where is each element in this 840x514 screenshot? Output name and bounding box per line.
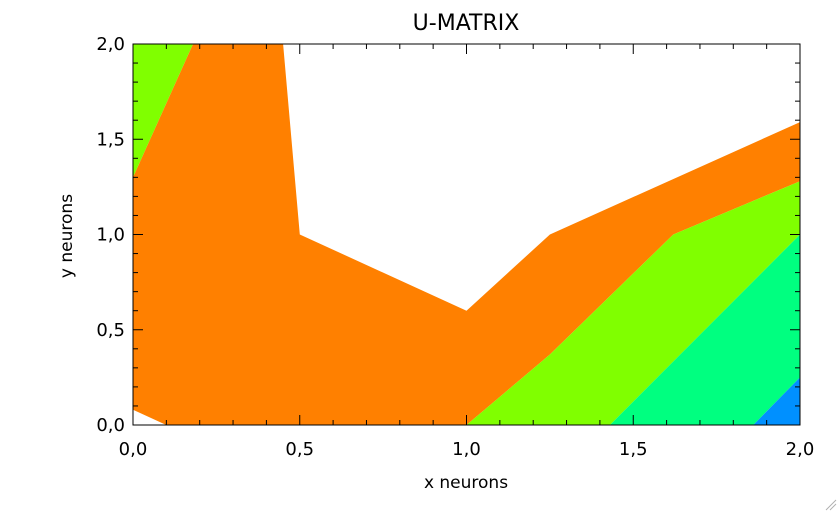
x-tick-label: 0,0 [119,439,148,460]
contour-region-blue-4 [753,377,800,425]
resize-grip-icon[interactable] [825,499,837,511]
contour-region-yellow-green-2 [466,181,800,425]
contour-regions [133,44,800,425]
y-tick-label: 1,0 [96,225,125,246]
y-tick-label: 0,5 [96,320,125,341]
contour-region-orange-0 [133,44,800,425]
y-tick-label: 2,0 [96,34,125,55]
x-tick-label: 1,0 [452,439,481,460]
x-tick-label: 1,5 [619,439,648,460]
chart-title: U-MATRIX [413,11,520,36]
axis-tick-labels: 0,0 0,5 1,0 1,5 2,0 0,0 0,5 1,0 1,5 2,0 [96,34,814,460]
x-tick-label: 0,5 [285,439,314,460]
contour-region-yellow-green-1 [133,44,193,178]
y-tick-label: 1,5 [96,129,125,150]
y-tick-label: 0,0 [96,415,125,436]
x-axis-label: x neurons [424,473,508,493]
y-axis-label: y neurons [57,194,77,278]
axis-ticks [132,43,801,426]
x-tick-label: 2,0 [786,439,815,460]
contour-region-green-3 [609,234,800,425]
